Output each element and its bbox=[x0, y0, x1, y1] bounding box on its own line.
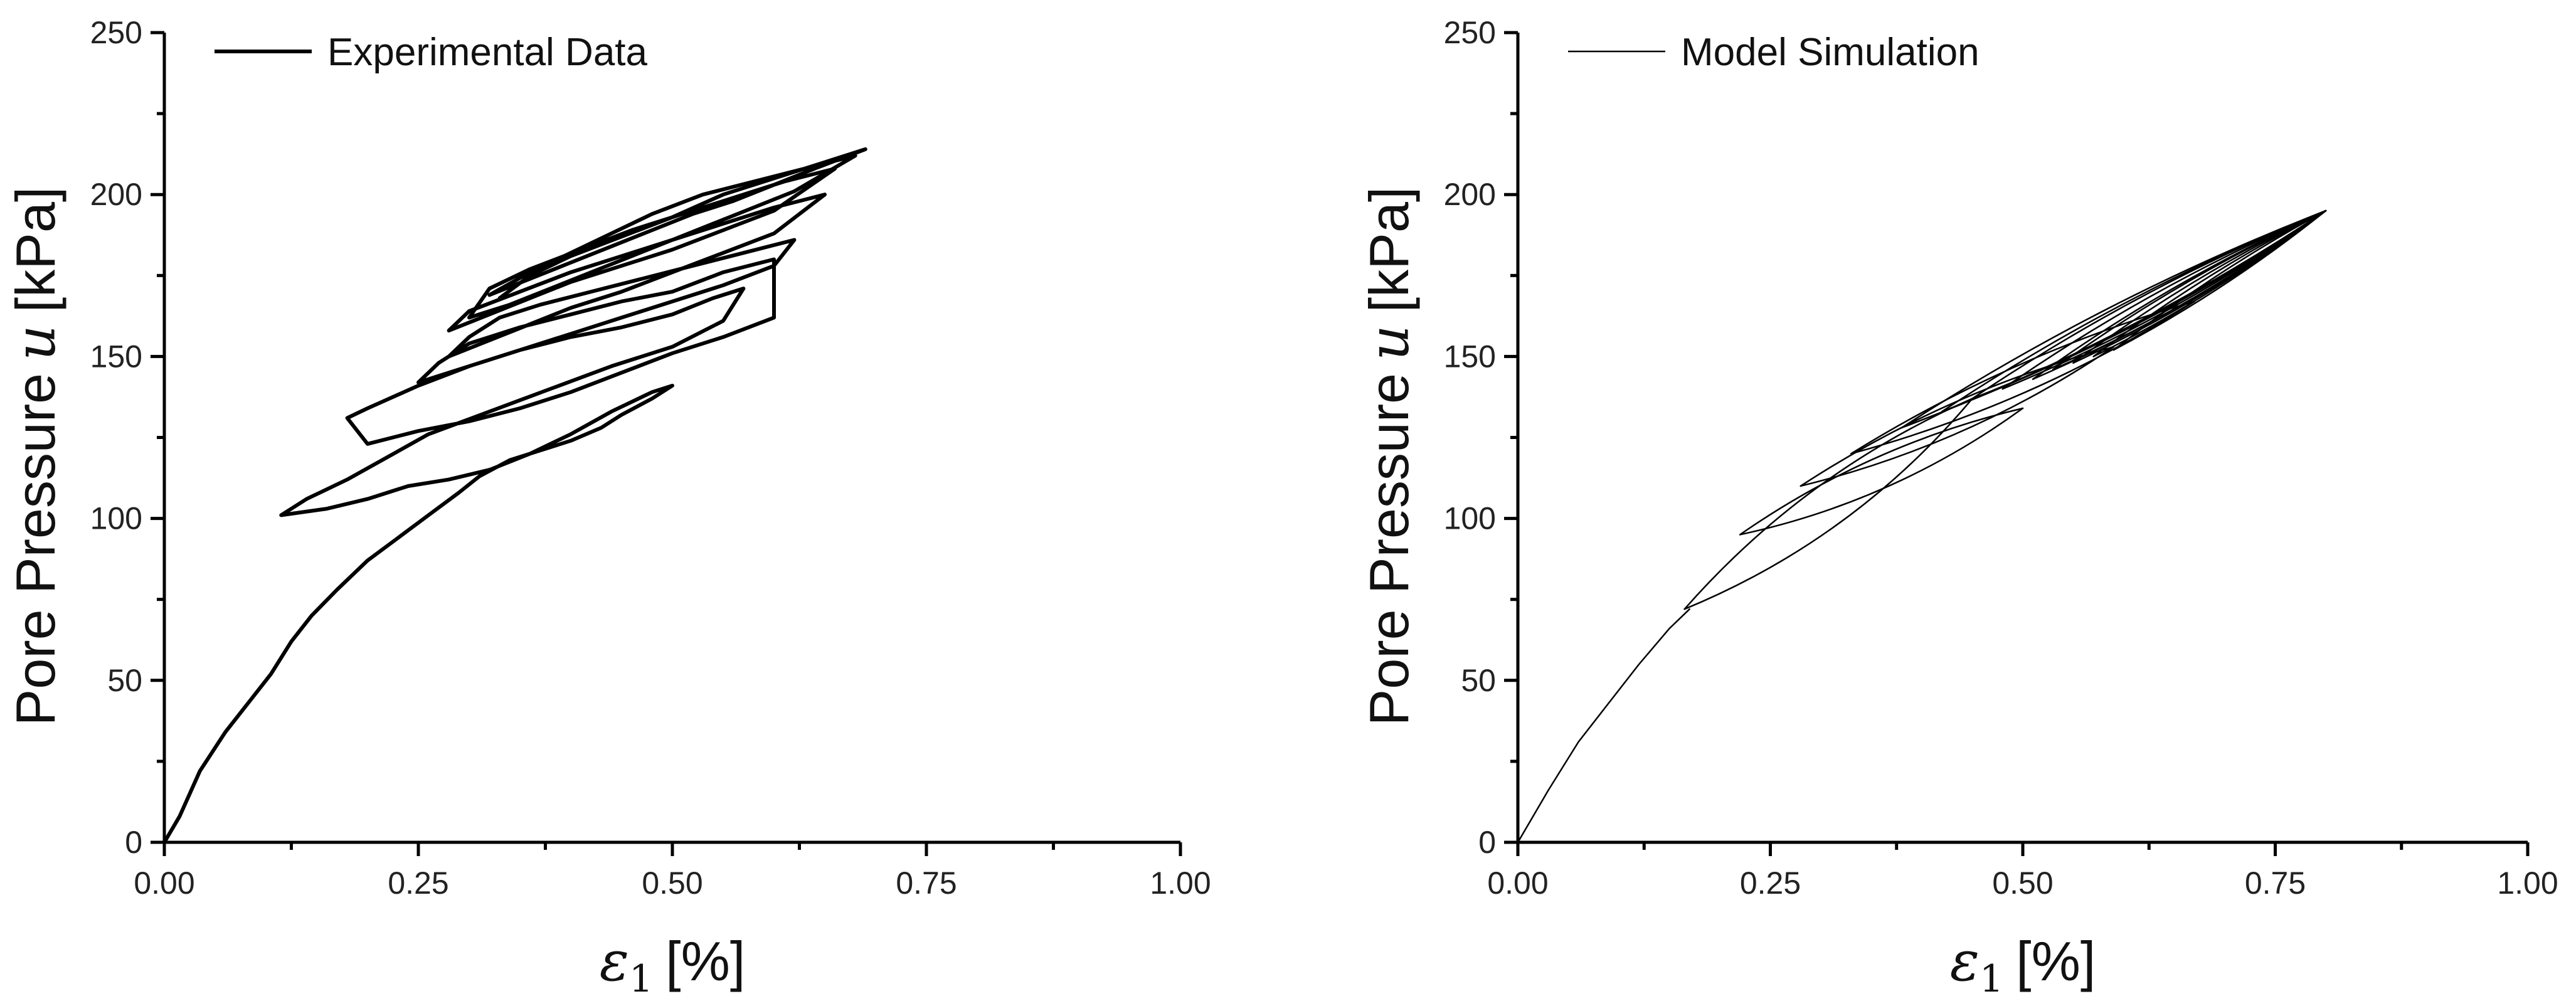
x-axis-title: ε1 [%] bbox=[600, 929, 746, 1001]
chart-model: 0.00 0.25 0.50 0.75 1.00 0 50 100 150 200 250 ε1 [%]… bbox=[1357, 15, 2558, 1001]
series-line-initial-loading bbox=[1517, 608, 1690, 844]
legend-label: Experimental Data bbox=[327, 31, 648, 74]
series-line-loop bbox=[1683, 398, 1973, 610]
y-axis-symbol: u bbox=[3, 325, 68, 361]
series-line-loop bbox=[2001, 209, 2327, 390]
y-tick-label: 150 bbox=[90, 339, 142, 374]
y-tick-label: 0 bbox=[125, 825, 142, 860]
y-tick-label: 0 bbox=[1478, 825, 1496, 860]
legend-label: Model Simulation bbox=[1681, 31, 1980, 74]
x-tick-label: 0.75 bbox=[2245, 866, 2306, 901]
x-axis-subscript: 1 bbox=[629, 957, 653, 1001]
x-axis-subscript: 1 bbox=[1980, 957, 2003, 1001]
y-axis-label: Pore Pressure bbox=[1358, 373, 1420, 726]
y-tick-label: 250 bbox=[90, 15, 142, 50]
y-tick-label: 50 bbox=[1461, 663, 1496, 698]
series-line-loop bbox=[1971, 209, 2327, 400]
y-axis-symbol: u bbox=[1357, 325, 1421, 361]
series-line-loop bbox=[2072, 209, 2327, 364]
x-axis-title: ε1 [%] bbox=[1950, 929, 2096, 1001]
series-line-loop bbox=[2112, 209, 2327, 351]
x-tick-label: 1.00 bbox=[1150, 866, 1211, 901]
y-tick-label: 150 bbox=[1444, 339, 1496, 374]
y-tick-label: 200 bbox=[90, 177, 142, 212]
y-tick-label: 250 bbox=[1444, 15, 1496, 50]
series-line-experimental bbox=[162, 147, 867, 844]
y-axis-title: Pore Pressure u [kPa] bbox=[3, 187, 68, 726]
series-line-loop bbox=[1850, 300, 2195, 455]
x-tick-label: 0.00 bbox=[134, 866, 194, 901]
series-line-loop bbox=[1739, 407, 2024, 536]
x-axis-unit: [%] bbox=[2016, 930, 2096, 992]
x-tick-label: 0.50 bbox=[642, 866, 702, 901]
series-line-loop bbox=[1971, 209, 2327, 400]
y-axis-unit: [kPa] bbox=[4, 187, 66, 313]
y-tick-label: 100 bbox=[1444, 501, 1496, 536]
x-tick-label: 0.25 bbox=[1740, 866, 1801, 901]
series-line-loop bbox=[2052, 209, 2327, 371]
series-line-loop bbox=[2112, 209, 2327, 351]
x-tick-label: 0.50 bbox=[1992, 866, 2053, 901]
x-tick-label: 0.00 bbox=[1487, 866, 1548, 901]
y-tick-label: 100 bbox=[90, 501, 142, 536]
x-tick-label: 1.00 bbox=[2497, 866, 2558, 901]
x-tick-label: 0.75 bbox=[896, 866, 957, 901]
series-line-loop bbox=[1739, 407, 2024, 536]
x-axis-unit: [%] bbox=[665, 930, 745, 992]
series-line-loop bbox=[2092, 209, 2327, 357]
y-tick-label: 200 bbox=[1444, 177, 1496, 212]
series-line-loop bbox=[1799, 346, 2115, 487]
y-axis-title: Pore Pressure u [kPa] bbox=[1357, 187, 1421, 726]
x-axis-symbol: ε bbox=[1950, 929, 1980, 993]
x-tick-label: 0.25 bbox=[388, 866, 448, 901]
series-line-loop bbox=[1850, 300, 2195, 455]
y-tick-label: 50 bbox=[107, 663, 142, 698]
y-axis-label: Pore Pressure bbox=[4, 373, 66, 726]
y-axis-unit: [kPa] bbox=[1358, 187, 1420, 313]
chart-experimental: 0.00 0.25 0.50 0.75 1.00 0 50 100 150 200 250 ε1 [%]… bbox=[3, 15, 1211, 1001]
x-axis-symbol: ε bbox=[600, 929, 629, 993]
